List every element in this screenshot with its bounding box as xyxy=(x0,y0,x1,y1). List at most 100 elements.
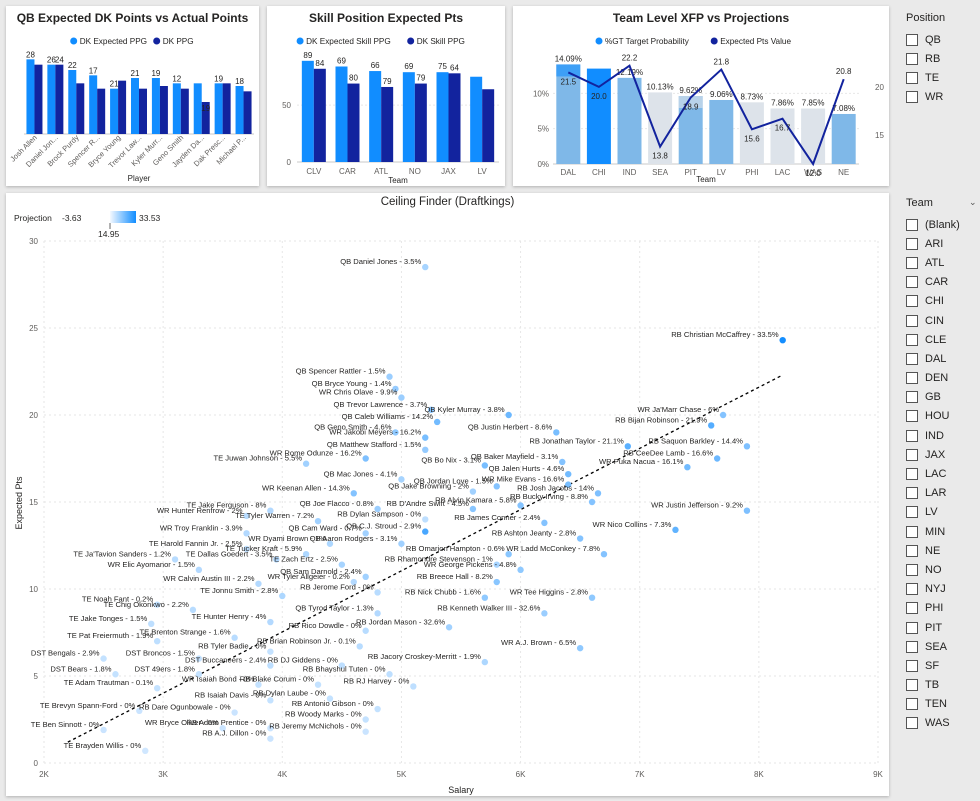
position-option-qb[interactable]: QB xyxy=(906,30,976,49)
team-option-ten[interactable]: TEN xyxy=(906,695,976,714)
ceiling-point[interactable] xyxy=(392,385,399,393)
ceiling-point[interactable] xyxy=(195,655,203,662)
ceiling-point[interactable] xyxy=(565,470,572,478)
team-checkbox[interactable] xyxy=(906,506,918,519)
ceiling-chart[interactable]: Projection -3.63 33.53 14.95 0 5 10 15 20 25 30 2K 3… xyxy=(6,193,889,796)
team-option-jax[interactable]: JAX xyxy=(906,445,976,464)
qb-bar-expected[interactable] xyxy=(131,78,139,134)
ceiling-point[interactable] xyxy=(350,490,357,497)
position-slicer[interactable]: Position QB RB TE WR xyxy=(906,12,976,107)
ceiling-point[interactable] xyxy=(779,336,786,344)
ceiling-point[interactable] xyxy=(392,429,399,436)
qb-bar-expected[interactable] xyxy=(26,59,35,135)
skill-bar-actual[interactable] xyxy=(482,89,495,162)
team-option-dal[interactable]: DAL xyxy=(906,349,976,368)
team-option-cle[interactable]: CLE xyxy=(906,330,976,349)
team-legend-marker-0[interactable] xyxy=(595,37,603,45)
ceiling-point[interactable] xyxy=(374,505,381,513)
team-bar-pct[interactable] xyxy=(770,108,795,164)
qb-bar-actual[interactable] xyxy=(180,88,189,134)
team-checkbox[interactable] xyxy=(906,468,918,481)
qb-bar-expected[interactable] xyxy=(47,64,56,134)
ceiling-point[interactable] xyxy=(362,728,369,735)
ceiling-point[interactable] xyxy=(362,627,369,634)
ceiling-point[interactable] xyxy=(243,530,250,537)
skill-bar-actual[interactable] xyxy=(347,83,360,162)
ceiling-point[interactable] xyxy=(398,540,405,547)
ceiling-point[interactable] xyxy=(624,443,631,450)
team-checkbox[interactable] xyxy=(906,640,918,653)
team-option-car[interactable]: CAR xyxy=(906,273,976,292)
team-checkbox[interactable] xyxy=(906,717,918,730)
ceiling-point[interactable] xyxy=(481,462,489,469)
team-option-hou[interactable]: HOU xyxy=(906,407,976,426)
team-bar-pct[interactable] xyxy=(586,68,611,164)
team-option-was[interactable]: WAS xyxy=(906,714,976,733)
ceiling-point[interactable] xyxy=(410,683,417,690)
ceiling-point[interactable] xyxy=(314,517,322,525)
skill-chart[interactable]: DK Expected Skill PPG DK Skill PPG 0 50 8984… xyxy=(267,6,505,186)
team-option-lar[interactable]: LAR xyxy=(906,484,976,503)
skill-bar-expected[interactable] xyxy=(436,72,449,162)
team-option-phi[interactable]: PHI xyxy=(906,599,976,618)
team-checkbox[interactable] xyxy=(906,295,918,308)
ceiling-point[interactable] xyxy=(719,411,727,419)
qb-bar-actual[interactable] xyxy=(76,83,85,134)
team-bar-pct[interactable] xyxy=(556,64,581,164)
ceiling-point[interactable] xyxy=(594,490,602,497)
ceiling-point[interactable] xyxy=(267,735,274,742)
team-checkbox[interactable] xyxy=(906,314,918,327)
qb-bar-actual[interactable] xyxy=(243,91,252,134)
team-bar-pct[interactable] xyxy=(617,77,642,164)
ceiling-point[interactable] xyxy=(493,578,500,586)
ceiling-point[interactable] xyxy=(588,594,596,601)
team-legend-label-1[interactable]: Expected Pts Value xyxy=(720,37,791,46)
ceiling-point[interactable] xyxy=(559,458,566,466)
qb-bar-actual[interactable] xyxy=(159,86,168,134)
ceiling-point[interactable] xyxy=(422,446,429,453)
ceiling-point[interactable] xyxy=(195,671,203,678)
ceiling-point[interactable] xyxy=(362,716,369,723)
team-option-lv[interactable]: LV xyxy=(906,503,976,522)
ceiling-point[interactable] xyxy=(469,488,477,495)
team-checkbox[interactable] xyxy=(906,583,918,596)
team-option-ari[interactable]: ARI xyxy=(906,234,976,253)
team-checkbox[interactable] xyxy=(906,429,918,442)
ceiling-point[interactable] xyxy=(481,658,489,666)
ceiling-point[interactable] xyxy=(267,648,274,655)
ceiling-point[interactable] xyxy=(267,618,274,626)
team-option-ne[interactable]: NE xyxy=(906,541,976,560)
ceiling-point[interactable] xyxy=(338,662,346,669)
ceiling-point[interactable] xyxy=(338,561,346,568)
qb-bar-expected[interactable] xyxy=(193,83,202,134)
ceiling-point[interactable] xyxy=(171,556,179,563)
position-checkbox[interactable] xyxy=(906,91,918,104)
team-option-lac[interactable]: LAC xyxy=(906,464,976,483)
ceiling-point[interactable] xyxy=(142,747,149,755)
ceiling-point[interactable] xyxy=(422,516,429,523)
qb-bar-expected[interactable] xyxy=(151,78,160,134)
team-option-sea[interactable]: SEA xyxy=(906,637,976,656)
team-option-sf[interactable]: SF xyxy=(906,656,976,675)
skill-legend-marker-1[interactable] xyxy=(407,37,415,45)
qb-bar-expected[interactable] xyxy=(89,75,98,134)
ceiling-point[interactable] xyxy=(672,526,679,534)
team-checkbox[interactable] xyxy=(906,544,918,557)
ceiling-point[interactable] xyxy=(195,566,203,574)
ceiling-point[interactable] xyxy=(356,643,363,650)
qb-bar-expected[interactable] xyxy=(235,86,244,134)
qb-chart-card[interactable]: QB Expected DK Points vs Actual Points D… xyxy=(6,6,259,186)
qb-legend-label-1[interactable]: DK PPG xyxy=(163,37,194,46)
team-checkbox[interactable] xyxy=(906,679,918,692)
qb-bar-expected[interactable] xyxy=(68,70,77,134)
ceiling-point[interactable] xyxy=(422,528,429,535)
skill-bar-expected[interactable] xyxy=(335,66,348,162)
team-option-atl[interactable]: ATL xyxy=(906,253,976,272)
team-chart[interactable]: %GT Target Probability Expected Pts Value… xyxy=(513,6,889,186)
qb-bar-actual[interactable] xyxy=(34,64,43,134)
ceiling-point[interactable] xyxy=(445,624,453,631)
team-option-tb[interactable]: TB xyxy=(906,676,976,695)
position-checkbox[interactable] xyxy=(906,33,918,46)
ceiling-point[interactable] xyxy=(273,556,280,563)
